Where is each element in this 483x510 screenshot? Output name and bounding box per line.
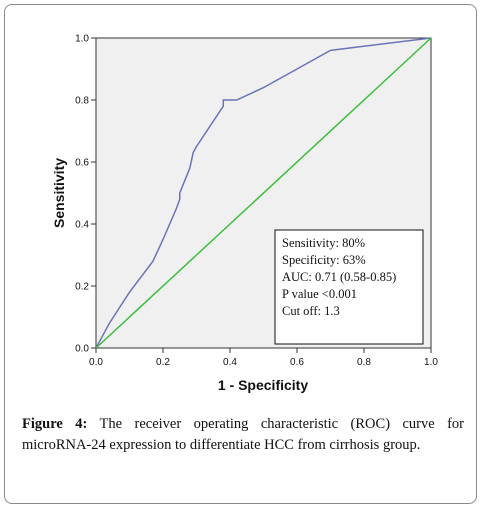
y-axis-label: Sensitivity — [51, 158, 67, 228]
reference-diagonal — [95, 37, 432, 349]
curves — [95, 37, 432, 349]
x-tick-label: 0.0 — [89, 357, 103, 368]
y-tick-label: 0.6 — [75, 158, 89, 169]
annotation-box — [274, 229, 424, 345]
annotation-line: Cut off: 1.3 — [282, 304, 340, 318]
stats-annotation: Sensitivity: 80% Specificity: 63% AUC: 0… — [274, 229, 424, 345]
annotation-line: AUC: 0.71 (0.58-0.85) — [282, 270, 396, 284]
x-axis-label: 1 - Specificity — [218, 377, 308, 393]
caption-label: Figure 4: — [22, 416, 88, 432]
x-tick-label: 0.4 — [223, 357, 237, 368]
y-tick-label: 0.2 — [75, 282, 89, 293]
y-tick-label: 0.4 — [75, 220, 89, 231]
y-tick-label: 0.0 — [75, 344, 89, 355]
x-tick-label: 1.0 — [424, 357, 438, 368]
y-tick-label: 0.8 — [75, 96, 89, 107]
annotation-line: Sensitivity: 80% — [282, 236, 365, 250]
annotation-line: Specificity: 63% — [282, 253, 366, 267]
roc-curve — [95, 37, 432, 349]
figure-caption: Figure 4: The receiver operating charact… — [22, 414, 464, 456]
figure-frame — [4, 4, 477, 504]
x-tick-label: 0.8 — [357, 357, 371, 368]
axis-ticks: 0.0 0.2 0.4 0.6 0.8 1.0 0.0 0.2 0.4 0.6 0.8 1.0 — [75, 34, 438, 369]
caption-text: The receiver operating characteristic (R… — [22, 416, 465, 453]
y-tick-label: 1.0 — [75, 34, 89, 45]
x-tick-label: 0.6 — [290, 357, 304, 368]
annotation-line: P value <0.001 — [282, 287, 357, 301]
x-tick-label: 0.2 — [156, 357, 170, 368]
roc-chart: 0.0 0.2 0.4 0.6 0.8 1.0 0.0 0.2 0.4 0.6 0.8 1.0 1 -… — [51, 34, 438, 394]
